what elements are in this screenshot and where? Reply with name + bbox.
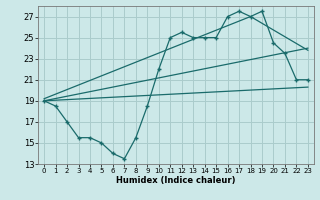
X-axis label: Humidex (Indice chaleur): Humidex (Indice chaleur) (116, 176, 236, 185)
